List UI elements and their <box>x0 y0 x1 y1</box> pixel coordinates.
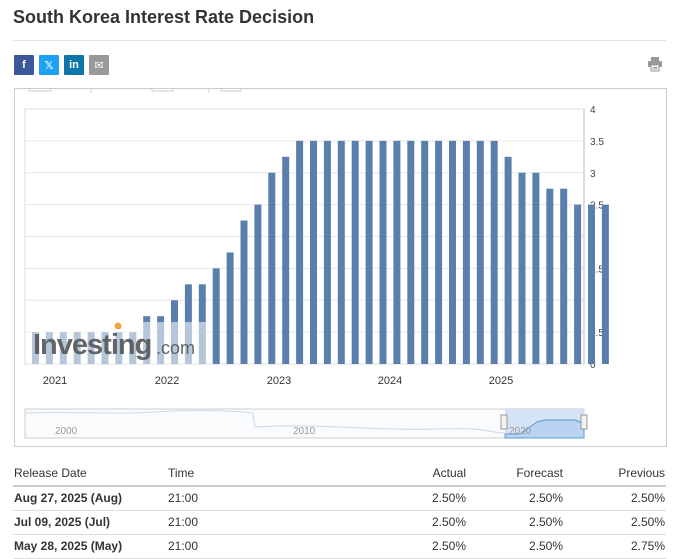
share-bar: f 𝕏 in ✉ <box>14 55 109 75</box>
y-tick-label: 0.5 <box>590 328 604 339</box>
page-title: South Korea Interest Rate Decision <box>13 7 315 27</box>
col-time[interactable]: Time <box>167 462 329 487</box>
x-tick-label: 2023 <box>267 375 291 387</box>
y-tick-label: 3.5 <box>590 137 604 148</box>
print-icon[interactable] <box>647 56 663 72</box>
col-forecast[interactable]: Forecast <box>467 462 564 487</box>
bar <box>421 140 429 364</box>
table-header-row: Release Date Time Actual Forecast Previo… <box>13 462 666 487</box>
navigator-history-line <box>24 409 506 434</box>
y-tick-label: 4 <box>590 105 596 116</box>
email-share-icon[interactable]: ✉ <box>89 55 109 75</box>
actual-value: 2.50% <box>329 510 467 535</box>
bar <box>407 140 415 364</box>
col-previous[interactable]: Previous <box>564 462 666 487</box>
x-tick-label: 2025 <box>489 375 513 387</box>
title-divider <box>13 40 666 41</box>
release-date: May 28, 2025 (May) <box>13 534 167 559</box>
bar <box>226 252 234 364</box>
bar <box>588 204 595 364</box>
forecast-value: 2.50% <box>467 510 564 535</box>
table-row: Aug 27, 2025 (Aug) 21:00 2.50% 2.50% 2.5… <box>13 486 666 511</box>
bar <box>560 188 568 364</box>
table-row: Jul 09, 2025 (Jul) 21:00 2.50% 2.50% 2.5… <box>13 510 666 535</box>
linkedin-share-icon[interactable]: in <box>64 55 84 75</box>
navigator-year-label: 2010 <box>293 426 316 437</box>
rate-chart: 00.511.522.533.54Investing.com2021202220… <box>15 88 666 439</box>
bar <box>546 188 554 364</box>
bar <box>518 172 526 364</box>
navigator-area <box>504 419 585 439</box>
actual-value: 2.50% <box>329 486 467 511</box>
facebook-share-icon[interactable]: f <box>14 55 34 75</box>
release-time: 21:00 <box>167 534 329 559</box>
bar <box>462 140 470 364</box>
x-tick-label: 2024 <box>378 375 402 387</box>
navigator-year-label: 2000 <box>55 426 78 437</box>
bar <box>393 140 401 364</box>
bar <box>601 204 609 364</box>
previous-value: 2.50% <box>564 510 666 535</box>
y-tick-label: 3 <box>590 169 596 180</box>
release-table: Release Date Time Actual Forecast Previo… <box>13 462 666 559</box>
release-time: 21:00 <box>167 486 329 511</box>
bar <box>310 140 317 364</box>
range-selector-stub <box>151 88 174 92</box>
chart-container: 00.511.522.533.54Investing.com2021202220… <box>14 88 667 447</box>
twitter-share-icon[interactable]: 𝕏 <box>39 55 59 75</box>
release-time: 21:00 <box>167 510 329 535</box>
y-tick-label: 0 <box>590 360 596 371</box>
bar <box>337 140 345 364</box>
bar <box>532 172 540 364</box>
forecast-value: 2.50% <box>467 534 564 559</box>
previous-value: 2.75% <box>564 534 666 559</box>
release-date: Jul 09, 2025 (Jul) <box>13 510 167 535</box>
bar <box>240 220 248 364</box>
col-release-date[interactable]: Release Date <box>13 462 167 487</box>
bar <box>379 140 387 364</box>
bar <box>282 156 290 364</box>
table-row: May 28, 2025 (May) 21:00 2.50% 2.50% 2.7… <box>13 534 666 559</box>
bar <box>504 156 512 364</box>
bar <box>351 140 359 364</box>
bar <box>268 172 276 364</box>
navigator-frame <box>24 408 585 439</box>
bar <box>435 140 443 364</box>
forecast-value: 2.50% <box>467 486 564 511</box>
bar <box>254 204 262 364</box>
bar <box>574 204 582 364</box>
bar <box>476 140 484 364</box>
x-tick-label: 2021 <box>43 375 67 387</box>
actual-value: 2.50% <box>329 534 467 559</box>
watermark-domain: .com <box>156 338 195 358</box>
col-actual[interactable]: Actual <box>329 462 467 487</box>
watermark-logo: Investing <box>33 329 151 361</box>
release-date: Aug 27, 2025 (Aug) <box>13 486 167 511</box>
x-tick-label: 2022 <box>155 375 179 387</box>
range-selector-stub <box>220 88 242 92</box>
y-tick-label: 1.5 <box>590 264 604 275</box>
bar <box>490 140 498 364</box>
y-tick-label: 2.5 <box>590 201 604 212</box>
watermark-dot <box>114 322 122 330</box>
bar <box>449 140 456 364</box>
navigator-handle-right <box>580 414 588 430</box>
range-selector-stub <box>28 88 52 92</box>
bar <box>323 140 331 364</box>
bar <box>296 140 304 364</box>
previous-value: 2.50% <box>564 486 666 511</box>
navigator-year-label: 2020 <box>509 426 532 437</box>
navigator-handle-left <box>500 414 508 430</box>
bar <box>365 140 373 364</box>
bar <box>212 268 220 364</box>
